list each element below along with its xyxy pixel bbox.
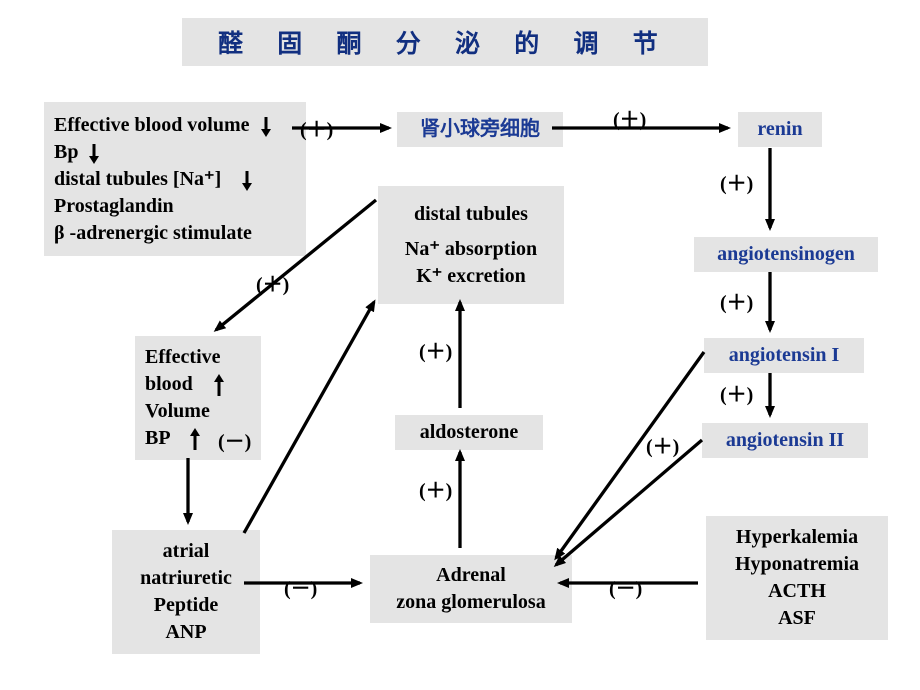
text: (＋) — [613, 109, 646, 131]
sign-plus: (＋) — [256, 268, 289, 297]
diagram-title: 醛 固 酮 分 泌 的 调 节 — [182, 18, 708, 66]
text: (－) — [609, 578, 642, 600]
sign-plus: (＋) — [419, 335, 452, 364]
text: Effective — [145, 344, 251, 371]
node-aldosterone: aldosterone — [395, 415, 543, 450]
sign-plus: (＋) — [720, 286, 753, 315]
stimuli-line-1: Bp — [54, 139, 296, 166]
text: K⁺ excretion — [388, 263, 554, 290]
up-arrow-icon — [212, 374, 226, 396]
node-renin: renin — [738, 112, 822, 147]
text: (＋) — [646, 436, 679, 458]
text: (－) — [218, 431, 251, 453]
text: (＋) — [720, 173, 753, 195]
text: β -adrenergic stimulate — [54, 222, 252, 244]
text: (－) — [284, 578, 317, 600]
text: Bp — [54, 141, 78, 163]
text: renin — [748, 116, 812, 143]
text: ASF — [716, 605, 878, 632]
text: distal tubules [Na⁺] — [54, 168, 221, 190]
stimuli-line-4: β -adrenergic stimulate — [54, 220, 296, 247]
text: (＋) — [419, 480, 452, 502]
text: angiotensin I — [714, 342, 854, 369]
down-arrow-icon — [240, 169, 254, 191]
stimuli-line-0: Effective blood volume — [54, 112, 296, 139]
node-angiotensin2: angiotensin II — [702, 423, 868, 458]
text: Hyponatremia — [716, 551, 878, 578]
text: atrial — [122, 538, 250, 565]
text: Adrenal — [380, 562, 562, 589]
sign-plus: (＋) — [613, 103, 646, 132]
text: Effective blood volume — [54, 114, 250, 136]
spacer — [388, 228, 554, 236]
text: (＋) — [300, 119, 333, 141]
text: Peptide — [122, 592, 250, 619]
text: (＋) — [256, 274, 289, 296]
title-text: 醛 固 酮 分 泌 的 调 节 — [218, 31, 672, 58]
text: ANP — [122, 619, 250, 646]
sign-minus: (－) — [284, 572, 317, 601]
node-right-factors: Hyperkalemia Hyponatremia ACTH ASF — [706, 516, 888, 640]
node-angiotensinogen: angiotensinogen — [694, 237, 878, 272]
text: angiotensinogen — [704, 241, 868, 268]
text: (＋) — [419, 341, 452, 363]
sign-plus: (＋) — [720, 378, 753, 407]
ebv-line-2: blood — [145, 371, 251, 398]
node-adrenal: Adrenal zona glomerulosa — [370, 555, 572, 623]
text: natriuretic — [122, 565, 250, 592]
text: Na⁺ absorption — [388, 236, 554, 263]
text: angiotensin II — [712, 427, 858, 454]
text: distal tubules — [388, 201, 554, 228]
node-angiotensin1: angiotensin I — [704, 338, 864, 373]
sign-plus: (＋) — [419, 474, 452, 503]
sign-minus: (－) — [218, 425, 251, 454]
sign-plus: (＋) — [720, 167, 753, 196]
text: Volume — [145, 398, 251, 425]
text: aldosterone — [405, 419, 533, 446]
text: (＋) — [720, 292, 753, 314]
stimuli-line-2: distal tubules [Na⁺] — [54, 166, 296, 193]
node-jg-cells: 肾小球旁细胞 — [397, 112, 563, 147]
text: Hyperkalemia — [716, 524, 878, 551]
text: BP — [145, 427, 169, 449]
sign-plus: (＋) — [646, 430, 679, 459]
sign-minus: (－) — [609, 572, 642, 601]
node-distal-tubules: distal tubules Na⁺ absorption K⁺ excreti… — [378, 186, 564, 304]
text: 肾小球旁细胞 — [407, 116, 553, 143]
down-arrow-icon — [87, 142, 101, 164]
text: ACTH — [716, 578, 878, 605]
text: (＋) — [720, 384, 753, 406]
text: zona glomerulosa — [380, 589, 562, 616]
text: blood — [145, 373, 193, 395]
node-anp: atrial natriuretic Peptide ANP — [112, 530, 260, 654]
sign-plus: (＋) — [300, 113, 333, 142]
down-arrow-icon — [259, 115, 273, 137]
stimuli-line-3: Prostaglandin — [54, 193, 296, 220]
node-stimuli: Effective blood volume Bp distal tubules… — [44, 102, 306, 256]
up-arrow-icon — [188, 428, 202, 450]
